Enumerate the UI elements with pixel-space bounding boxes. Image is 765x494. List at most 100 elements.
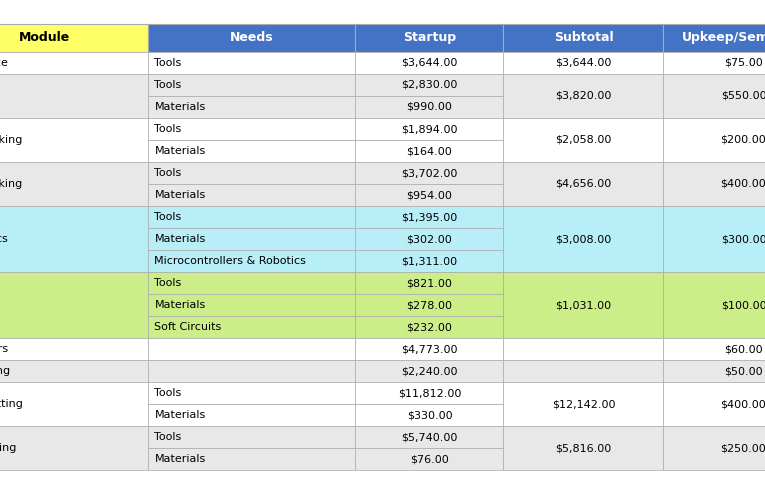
Text: $1,395.00: $1,395.00	[402, 212, 457, 222]
Bar	[663, 426, 765, 470]
Bar	[356, 294, 503, 316]
Text: Materials: Materials	[155, 102, 206, 112]
Bar	[148, 24, 356, 52]
Bar	[663, 382, 765, 426]
Bar	[148, 52, 356, 74]
Bar	[503, 360, 663, 382]
Bar	[663, 360, 765, 382]
Bar	[356, 184, 503, 206]
Text: Needs: Needs	[230, 32, 274, 44]
Bar	[356, 272, 503, 294]
Text: $60.00: $60.00	[724, 344, 763, 354]
Text: Microcontrollers & Robotics: Microcontrollers & Robotics	[155, 256, 306, 266]
Bar	[0, 24, 148, 52]
Text: $302.00: $302.00	[407, 234, 452, 244]
Bar	[148, 294, 356, 316]
Bar	[356, 118, 503, 140]
Bar	[148, 118, 356, 140]
Text: $3,644.00: $3,644.00	[402, 58, 457, 68]
Bar	[663, 118, 765, 162]
Text: $3,644.00: $3,644.00	[555, 58, 612, 68]
Bar	[356, 206, 503, 228]
Text: $821.00: $821.00	[406, 278, 452, 288]
Text: 3D Printing: 3D Printing	[0, 366, 10, 376]
Bar	[503, 162, 663, 206]
Text: Materials: Materials	[155, 410, 206, 420]
Bar	[0, 52, 148, 74]
Text: Materials: Materials	[155, 234, 206, 244]
Text: $330.00: $330.00	[407, 410, 452, 420]
Text: $3,702.00: $3,702.00	[402, 168, 457, 178]
Text: $100.00: $100.00	[721, 300, 765, 310]
Text: $954.00: $954.00	[406, 190, 452, 200]
Text: $1,031.00: $1,031.00	[555, 300, 611, 310]
Bar	[663, 206, 765, 272]
Bar	[663, 272, 765, 338]
Text: $3,820.00: $3,820.00	[555, 91, 612, 101]
Bar	[148, 448, 356, 470]
Bar	[148, 338, 356, 360]
Bar	[356, 162, 503, 184]
Bar	[0, 360, 148, 382]
Text: Tools: Tools	[155, 58, 182, 68]
Bar	[356, 140, 503, 162]
Text: $1,894.00: $1,894.00	[402, 124, 457, 134]
Bar	[148, 74, 356, 96]
Bar	[0, 382, 148, 426]
Bar	[0, 338, 148, 360]
Bar	[148, 140, 356, 162]
Text: Materials: Materials	[155, 146, 206, 156]
Bar	[148, 250, 356, 272]
Bar	[503, 272, 663, 338]
Bar	[663, 338, 765, 360]
Bar	[148, 228, 356, 250]
Bar	[356, 52, 503, 74]
Text: $200.00: $200.00	[721, 135, 765, 145]
Bar	[503, 382, 663, 426]
Text: Tools: Tools	[155, 80, 182, 90]
Text: CNC Cutting: CNC Cutting	[0, 443, 16, 453]
Text: Upkeep/Semester: Upkeep/Semester	[682, 32, 765, 44]
Text: $76.00: $76.00	[410, 454, 449, 464]
Text: $5,740.00: $5,740.00	[402, 432, 457, 442]
Text: $278.00: $278.00	[406, 300, 453, 310]
Bar	[0, 426, 148, 470]
Text: Woodworking: Woodworking	[0, 135, 23, 145]
Text: $300.00: $300.00	[721, 234, 765, 244]
Bar	[356, 228, 503, 250]
Text: $4,656.00: $4,656.00	[555, 179, 612, 189]
Text: $2,058.00: $2,058.00	[555, 135, 612, 145]
Bar	[356, 96, 503, 118]
Bar	[148, 96, 356, 118]
Bar	[356, 382, 503, 404]
Bar	[148, 206, 356, 228]
Text: $164.00: $164.00	[407, 146, 452, 156]
Text: $1,311.00: $1,311.00	[402, 256, 457, 266]
Text: $2,240.00: $2,240.00	[402, 366, 457, 376]
Text: $400.00: $400.00	[721, 399, 765, 409]
Text: $550.00: $550.00	[721, 91, 765, 101]
Bar	[148, 404, 356, 426]
Text: $50.00: $50.00	[724, 366, 763, 376]
Bar	[0, 74, 148, 118]
Bar	[503, 118, 663, 162]
Text: $12,142.00: $12,142.00	[552, 399, 615, 409]
Bar	[356, 448, 503, 470]
Bar	[148, 426, 356, 448]
Text: $3,008.00: $3,008.00	[555, 234, 612, 244]
Text: Startup: Startup	[403, 32, 456, 44]
Text: $11,812.00: $11,812.00	[398, 388, 461, 398]
Bar	[356, 360, 503, 382]
Text: Tools: Tools	[155, 124, 182, 134]
Text: Tools: Tools	[155, 388, 182, 398]
Bar	[356, 338, 503, 360]
Bar	[148, 272, 356, 294]
Bar	[503, 338, 663, 360]
Bar	[503, 52, 663, 74]
Bar	[663, 52, 765, 74]
Bar	[148, 382, 356, 404]
Bar	[663, 24, 765, 52]
Bar	[356, 316, 503, 338]
Bar	[148, 316, 356, 338]
Text: $990.00: $990.00	[406, 102, 452, 112]
